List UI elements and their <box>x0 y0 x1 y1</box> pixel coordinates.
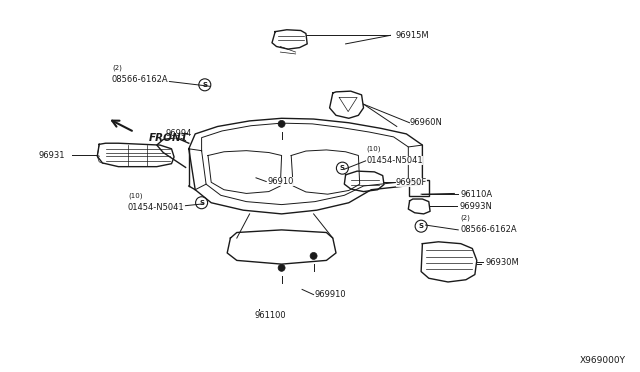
Text: 96930M: 96930M <box>485 258 519 267</box>
Text: 96994: 96994 <box>165 129 191 138</box>
Text: 96110A: 96110A <box>461 190 493 199</box>
Text: FRONT: FRONT <box>148 133 188 142</box>
Text: 01454-N5041: 01454-N5041 <box>128 203 184 212</box>
Circle shape <box>310 253 317 259</box>
Text: S: S <box>419 223 424 229</box>
Text: 96993N: 96993N <box>460 202 492 211</box>
Text: 96910: 96910 <box>268 177 294 186</box>
Text: 961100: 961100 <box>255 311 286 320</box>
Text: S: S <box>202 82 207 88</box>
Text: X969000Y: X969000Y <box>580 356 626 365</box>
Text: S: S <box>340 165 345 171</box>
Text: 96950F: 96950F <box>396 178 427 187</box>
Text: 08566-6162A: 08566-6162A <box>112 76 168 84</box>
Text: 96931: 96931 <box>38 151 65 160</box>
Circle shape <box>278 264 285 271</box>
Text: 08566-6162A: 08566-6162A <box>461 225 517 234</box>
Text: (10): (10) <box>128 192 143 199</box>
Text: 96960N: 96960N <box>410 118 442 127</box>
Text: (10): (10) <box>366 145 381 152</box>
Text: 96915M: 96915M <box>396 31 429 40</box>
Text: (2): (2) <box>112 64 122 71</box>
Text: S: S <box>199 200 204 206</box>
Circle shape <box>278 121 285 127</box>
Text: 01454-N5041: 01454-N5041 <box>366 156 422 165</box>
Text: (2): (2) <box>461 214 470 221</box>
Text: 969910: 969910 <box>315 290 346 299</box>
